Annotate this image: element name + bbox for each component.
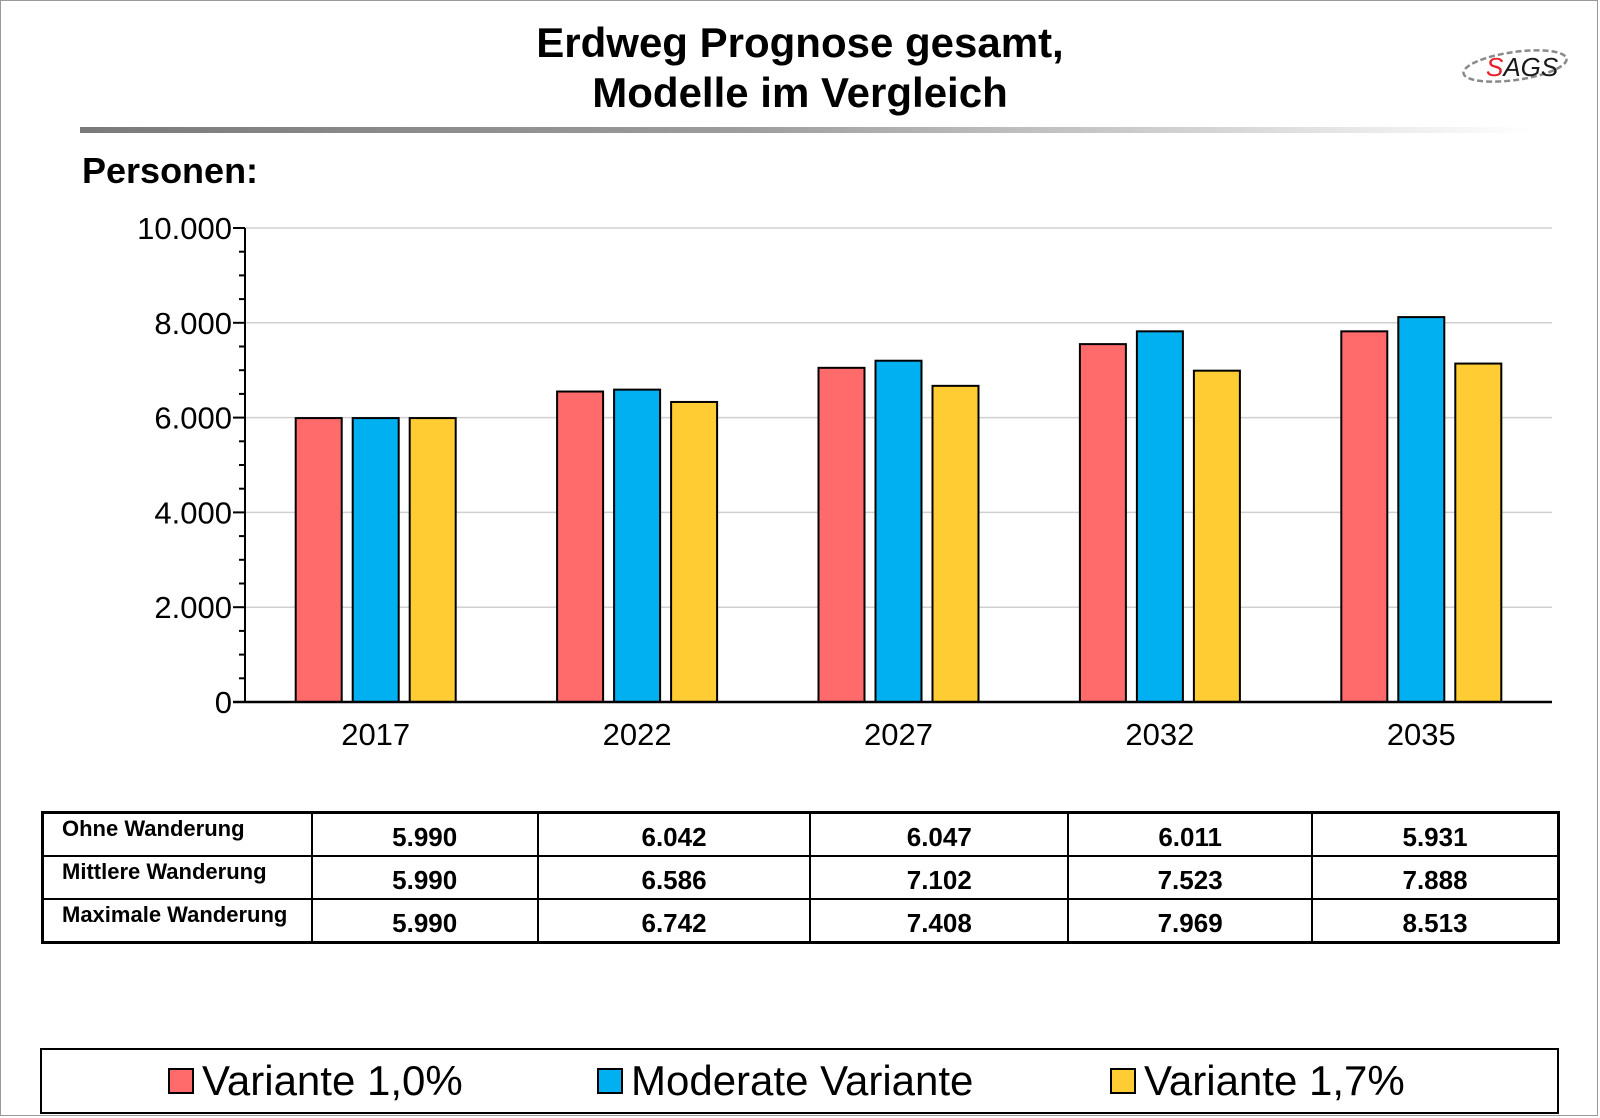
y-tick-label: 8.000: [154, 306, 232, 341]
bar-3-2027: [931, 384, 980, 703]
table-cell: 8.513: [1311, 898, 1560, 944]
legend-item-1: Variante 1,0%: [168, 1050, 463, 1112]
legend-label-3: Variante 1,7%: [1144, 1057, 1405, 1104]
y-tick-label: 4.000: [154, 495, 232, 530]
table-row-label: Mittlere Wanderung: [41, 855, 313, 900]
table-row-label: Ohne Wanderung: [41, 811, 313, 857]
y-tick-label: 2.000: [154, 590, 232, 625]
table-cell: 6.742: [536, 898, 812, 944]
table-row: Ohne Wanderung 5.990 6.042 6.047 6.011 5.931: [41, 811, 1560, 857]
bar-1-2017: [294, 417, 343, 703]
bar-3-2032: [1192, 369, 1241, 703]
legend-swatch-3: [1110, 1068, 1136, 1094]
title-divider: [80, 127, 1530, 133]
legend-swatch-2: [597, 1068, 623, 1094]
bar-1-2027: [817, 366, 866, 703]
axes: [233, 227, 1552, 704]
bar-3-2035: [1454, 362, 1503, 703]
table-cell: 7.102: [809, 855, 1070, 900]
y-tick-label: 0: [215, 685, 232, 720]
x-tick-labels: 2017 2022 2027 2032 2035: [341, 717, 1456, 752]
table-row: Mittlere Wanderung 5.990 6.586 7.102 7.523 7.…: [41, 855, 1560, 900]
table-cell: 7.888: [1311, 855, 1560, 900]
bar-2-2027: [874, 359, 923, 703]
bar-3-2017: [408, 417, 457, 703]
table-row: Maximale Wanderung 5.990 6.742 7.408 7.969 8.…: [41, 898, 1560, 944]
y-tick-label: 10.000: [137, 211, 232, 246]
bar-1-2035: [1340, 330, 1389, 703]
slide-title: Erdweg Prognose gesamt, Modelle im Vergl…: [0, 18, 1600, 118]
title-line-2: Modelle im Vergleich: [592, 69, 1008, 116]
bar-1-2032: [1078, 343, 1127, 703]
table-row-label: Maximale Wanderung: [41, 898, 313, 944]
bar-chart: 0 2.000 4.000 6.000 8.000 10.000 2017 2022 2027…: [137, 211, 1552, 752]
bar-1-2022: [556, 390, 605, 703]
legend-label-1: Variante 1,0%: [202, 1057, 463, 1104]
y-tick-labels: 0 2.000 4.000 6.000 8.000 10.000: [137, 211, 232, 720]
sags-logo: SAGS: [1462, 49, 1568, 83]
values-table: Ohne Wanderung 5.990 6.042 6.047 6.011 5.931 M…: [41, 811, 1560, 944]
svg-text:SAGS: SAGS: [1486, 52, 1559, 82]
table-cell: 5.931: [1311, 811, 1560, 857]
bar-2-2022: [613, 388, 662, 703]
table-cell: 7.523: [1067, 855, 1314, 900]
bar-2-2032: [1135, 330, 1184, 703]
legend-item-3: Variante 1,7%: [1110, 1050, 1405, 1112]
table-cell: 6.047: [809, 811, 1070, 857]
x-tick-label: 2017: [341, 717, 410, 752]
table-cell: 6.586: [536, 855, 812, 900]
table-cell: 6.042: [536, 811, 812, 857]
table-cell: 6.011: [1067, 811, 1314, 857]
bar-3-2022: [670, 400, 719, 703]
x-tick-label: 2035: [1387, 717, 1456, 752]
legend-item-2: Moderate Variante: [597, 1050, 973, 1112]
x-tick-label: 2022: [603, 717, 672, 752]
x-tick-label: 2032: [1125, 717, 1194, 752]
table-cell: 7.408: [809, 898, 1070, 944]
table-cell: 7.969: [1067, 898, 1314, 944]
bar-2-2035: [1397, 316, 1446, 703]
y-axis-label: Personen:: [82, 150, 259, 191]
legend-swatch-1: [168, 1068, 194, 1094]
x-tick-label: 2027: [864, 717, 933, 752]
bar-2-2017: [351, 417, 400, 703]
legend: Variante 1,0% Moderate Variante Variante…: [40, 1048, 1559, 1114]
y-tick-label: 6.000: [154, 401, 232, 436]
table-cell: 5.990: [310, 855, 539, 900]
title-line-1: Erdweg Prognose gesamt,: [536, 19, 1064, 66]
legend-label-2: Moderate Variante: [631, 1057, 974, 1104]
bars: [294, 316, 1503, 703]
table-cell: 5.990: [310, 811, 539, 857]
table-cell: 5.990: [310, 898, 539, 944]
